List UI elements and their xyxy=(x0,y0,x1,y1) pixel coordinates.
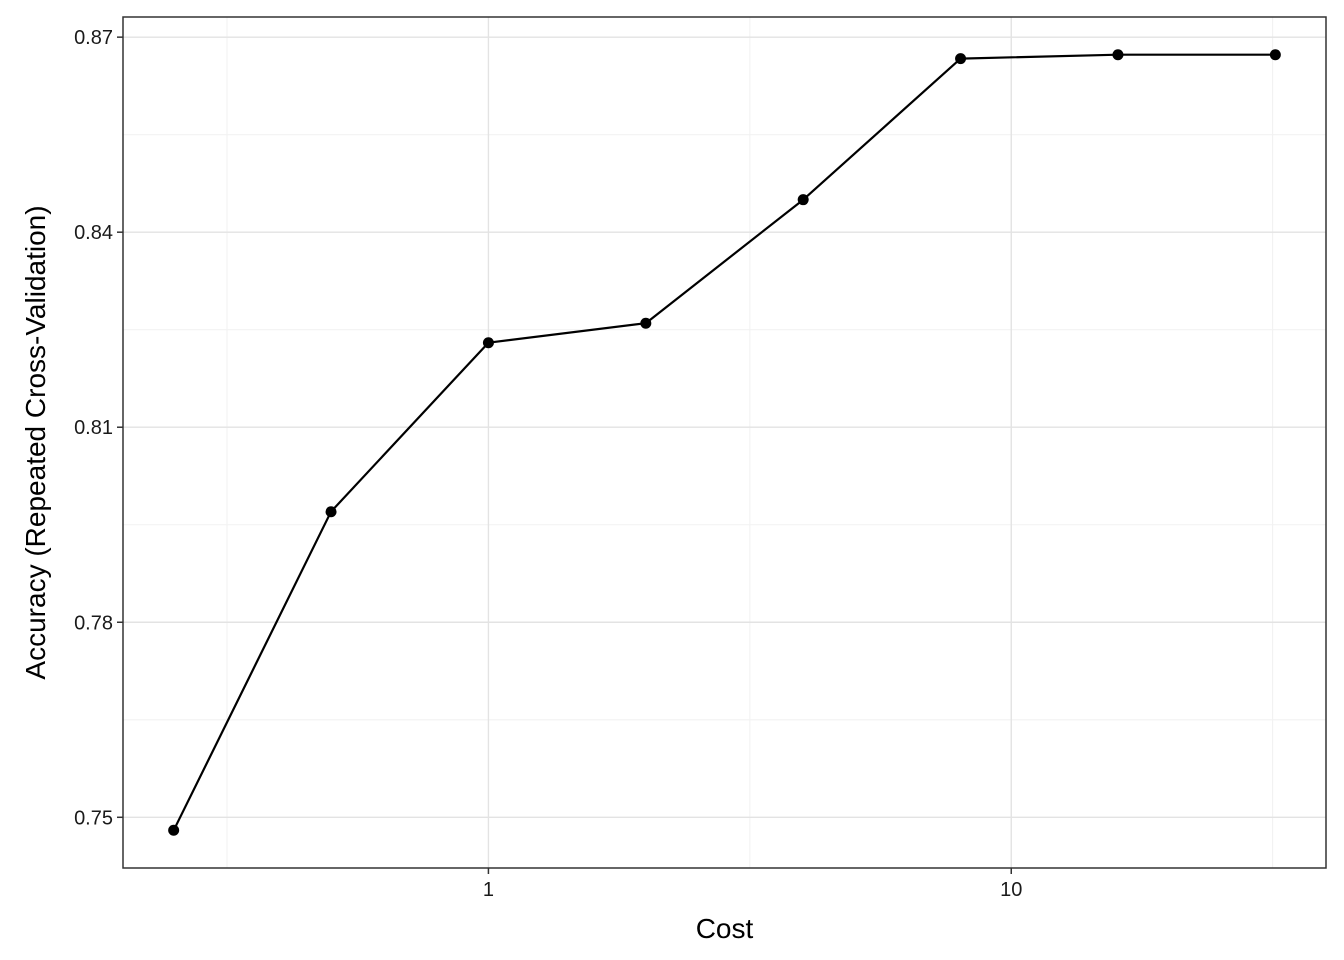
data-point xyxy=(640,317,652,329)
x-axis: 1 10 xyxy=(483,868,1022,901)
x-tick-label: 10 xyxy=(1000,879,1022,901)
series-layer xyxy=(168,49,1281,836)
plot-panel-border xyxy=(122,16,1327,869)
data-point xyxy=(1269,49,1281,61)
data-point xyxy=(482,337,494,349)
data-point xyxy=(955,53,967,65)
data-point xyxy=(325,506,337,518)
x-axis-title: Cost xyxy=(696,913,754,944)
data-point xyxy=(168,824,180,836)
y-tick-label: 0.84 xyxy=(74,222,113,244)
y-tick-label: 0.87 xyxy=(74,27,113,49)
y-axis: 0.75 0.78 0.81 0.84 0.87 xyxy=(74,27,123,829)
data-point xyxy=(1112,49,1124,61)
x-tick-label: 1 xyxy=(483,879,494,901)
y-tick-label: 0.78 xyxy=(74,612,113,634)
y-axis-title: Accuracy (Repeated Cross-Validation) xyxy=(20,205,51,679)
data-point xyxy=(797,194,809,206)
y-tick-label: 0.81 xyxy=(74,417,113,439)
y-tick-label: 0.75 xyxy=(74,807,113,829)
major-gridlines xyxy=(123,17,1326,868)
series-line xyxy=(172,53,1276,831)
